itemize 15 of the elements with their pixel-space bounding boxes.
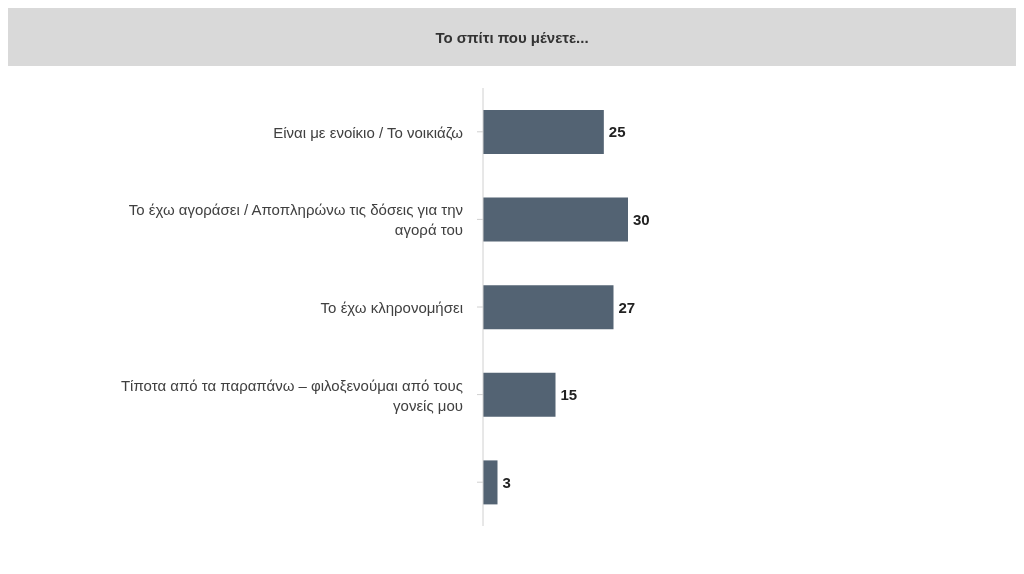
y-tick-label: Τίποτα από τα παραπάνω – φιλοξενούμαι από τους γονείς μου — [120, 376, 463, 414]
chart-title: Το σπίτι που μένετε... — [8, 8, 1016, 66]
data-label: 30 — [633, 210, 650, 228]
bar — [483, 372, 556, 417]
data-label: 27 — [618, 298, 636, 316]
y-tick-label: Το έχω αγοράσει / Αποπληρώνω τις δόσεις για την αγορά του — [128, 200, 463, 238]
data-label: 3 — [502, 473, 511, 491]
bar — [483, 197, 628, 242]
bar — [483, 460, 498, 505]
bar — [483, 285, 614, 330]
bar — [483, 110, 604, 154]
data-label: 25 — [608, 123, 626, 141]
y-tick-label: Το έχω κληρονομήσει — [320, 298, 463, 316]
data-label: 15 — [560, 386, 578, 404]
y-tick-label: Είναι με ενοίκιο / Το νοικιάζω — [273, 123, 464, 141]
